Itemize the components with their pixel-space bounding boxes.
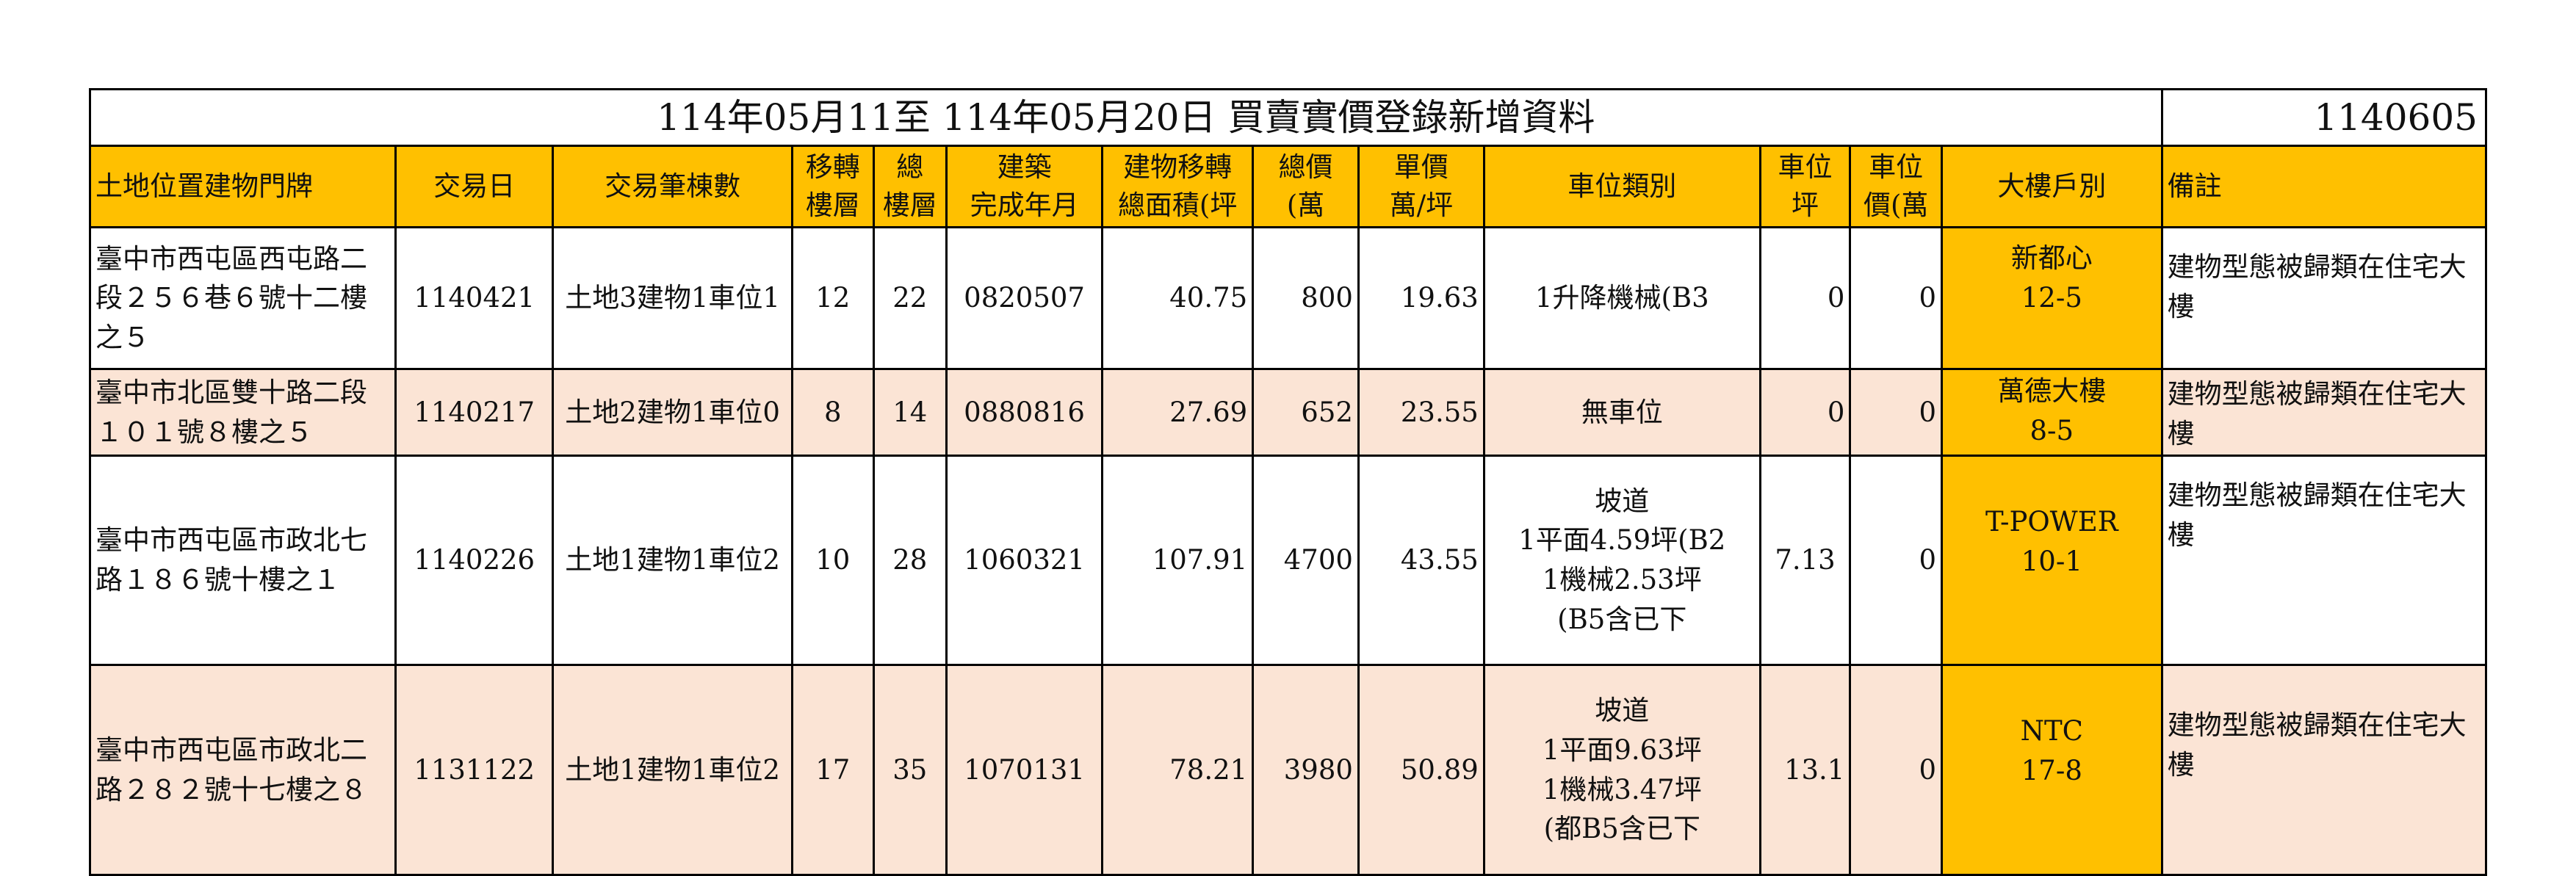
cell-parcels: 土地2建物1車位0 <box>552 368 793 457</box>
cell-total-floors: 14 <box>872 368 948 457</box>
header-built: 建築 完成年月 <box>945 145 1104 228</box>
header-parking-area: 車位 坪 <box>1758 145 1852 228</box>
cell-location: 臺中市北區雙十路二段１０１號８樓之５ <box>88 368 397 457</box>
cell-parcels: 土地1建物1車位2 <box>552 455 793 666</box>
cell-built: 0820507 <box>945 226 1104 370</box>
header-parcels: 交易筆棟數 <box>552 145 793 228</box>
header-area: 建物移轉 總面積(坪 <box>1101 145 1255 228</box>
cell-built: 1070131 <box>945 664 1104 876</box>
table-row: 臺中市西屯區市政北二路２８２號十七樓之８ 1131122 土地1建物1車位2 1… <box>88 664 2488 876</box>
cell-built: 0880816 <box>945 368 1104 457</box>
cell-floor: 8 <box>790 368 875 457</box>
header-floor: 移轉 樓層 <box>790 145 875 228</box>
cell-parking-area: 0 <box>1758 226 1852 370</box>
cell-date: 1131122 <box>394 664 555 876</box>
header-unit-price: 單價 萬/坪 <box>1357 145 1485 228</box>
header-total-price: 總價 (萬 <box>1252 145 1360 228</box>
header-building: 大樓戶別 <box>1941 145 2163 228</box>
cell-total-price: 4700 <box>1252 455 1360 666</box>
cell-date: 1140217 <box>394 368 555 457</box>
cell-parking-area: 0 <box>1758 368 1852 457</box>
cell-building: 萬德大樓 8-5 <box>1941 368 2163 457</box>
cell-building: 新都心 12-5 <box>1941 226 2163 370</box>
cell-built: 1060321 <box>945 455 1104 666</box>
table-row: 臺中市北區雙十路二段１０１號８樓之５ 1140217 土地2建物1車位0 8 1… <box>88 368 2488 457</box>
header-note: 備註 <box>2160 145 2488 228</box>
cell-parking-price: 0 <box>1849 368 1943 457</box>
cell-parking-price: 0 <box>1849 455 1943 666</box>
cell-building: NTC 17-8 <box>1941 664 2163 876</box>
report-code: 1140605 <box>2160 88 2488 147</box>
cell-parking-type: 坡道 1平面9.63坪 1機械3.47坪 (都B5含已下 <box>1482 664 1761 876</box>
cell-note: 建物型態被歸類在住宅大樓 <box>2160 368 2488 457</box>
cell-note: 建物型態被歸類在住宅大樓 <box>2160 226 2488 370</box>
cell-floor: 17 <box>790 664 875 876</box>
cell-unit-price: 50.89 <box>1357 664 1485 876</box>
cell-area: 107.91 <box>1101 455 1255 666</box>
cell-location: 臺中市西屯區西屯路二段２５６巷６號十二樓之５ <box>88 226 397 370</box>
cell-date: 1140226 <box>394 455 555 666</box>
cell-total-floors: 28 <box>872 455 948 666</box>
cell-parking-price: 0 <box>1849 664 1943 876</box>
cell-total-floors: 35 <box>872 664 948 876</box>
cell-total-price: 652 <box>1252 368 1360 457</box>
cell-floor: 12 <box>790 226 875 370</box>
cell-location: 臺中市西屯區市政北七路１８６號十樓之１ <box>88 455 397 666</box>
header-location: 土地位置建物門牌 <box>88 145 397 228</box>
cell-area: 27.69 <box>1101 368 1255 457</box>
cell-total-price: 800 <box>1252 226 1360 370</box>
cell-parking-type: 坡道 1平面4.59坪(B2 1機械2.53坪 (B5含已下 <box>1482 455 1761 666</box>
cell-location: 臺中市西屯區市政北二路２８２號十七樓之８ <box>88 664 397 876</box>
transactions-table: 114年05月11至 114年05月20日 買賣實價登錄新增資料 1140605… <box>88 88 2488 876</box>
title-row: 114年05月11至 114年05月20日 買賣實價登錄新增資料 1140605 <box>89 88 2488 147</box>
cell-unit-price: 23.55 <box>1357 368 1485 457</box>
cell-parking-type: 無車位 <box>1482 368 1761 457</box>
cell-floor: 10 <box>790 455 875 666</box>
table-row: 臺中市西屯區西屯路二段２５６巷６號十二樓之５ 1140421 土地3建物1車位1… <box>88 226 2488 370</box>
cell-total-floors: 22 <box>872 226 948 370</box>
cell-area: 40.75 <box>1101 226 1255 370</box>
cell-date: 1140421 <box>394 226 555 370</box>
header-total-floors: 總 樓層 <box>872 145 948 228</box>
cell-unit-price: 19.63 <box>1357 226 1485 370</box>
cell-area: 78.21 <box>1101 664 1255 876</box>
header-parking-price: 車位 價(萬 <box>1849 145 1943 228</box>
cell-parcels: 土地1建物1車位2 <box>552 664 793 876</box>
header-parking-type: 車位類別 <box>1482 145 1761 228</box>
cell-parking-type: 1升降機械(B3 <box>1482 226 1761 370</box>
cell-parcels: 土地3建物1車位1 <box>552 226 793 370</box>
header-date: 交易日 <box>394 145 555 228</box>
header-row: 土地位置建物門牌 交易日 交易筆棟數 移轉 樓層 總 樓層 建築 完成年月 建物… <box>88 145 2488 228</box>
table-row: 臺中市西屯區市政北七路１８６號十樓之１ 1140226 土地1建物1車位2 10… <box>88 455 2488 666</box>
cell-unit-price: 43.55 <box>1357 455 1485 666</box>
cell-parking-area: 13.1 <box>1758 664 1852 876</box>
cell-note: 建物型態被歸類在住宅大樓 <box>2160 664 2488 876</box>
cell-building: T-POWER 10-1 <box>1941 455 2163 666</box>
cell-parking-price: 0 <box>1849 226 1943 370</box>
cell-total-price: 3980 <box>1252 664 1360 876</box>
cell-note: 建物型態被歸類在住宅大樓 <box>2160 455 2488 666</box>
price-registration-sheet: 114年05月11至 114年05月20日 買賣實價登錄新增資料 1140605… <box>88 88 2488 876</box>
cell-parking-area: 7.13 <box>1758 455 1852 666</box>
sheet-title: 114年05月11至 114年05月20日 買賣實價登錄新增資料 <box>89 88 2163 147</box>
